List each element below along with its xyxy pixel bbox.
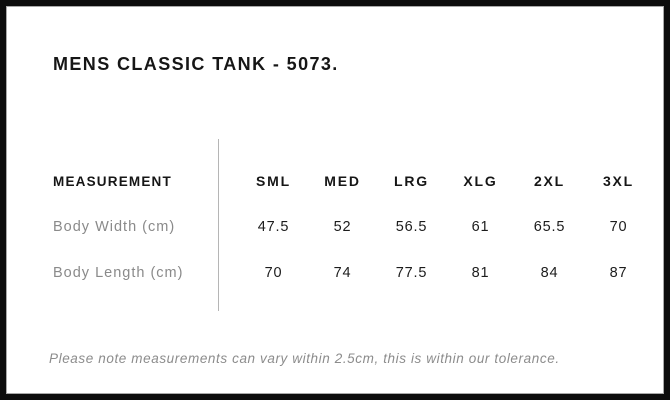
size-col-header-xlg: XLG xyxy=(463,173,498,189)
size-col-header-2xl: 2XL xyxy=(533,173,566,189)
size-col-header-3xl: 3XL xyxy=(602,173,635,189)
row-label-body-width: Body Width (cm) xyxy=(53,218,176,235)
body-width-value-xlg: 61 xyxy=(471,218,490,235)
body-width-value-sml: 47.5 xyxy=(257,218,290,235)
body-length-value-2xl: 84 xyxy=(540,265,559,281)
body-width-value-med: 52 xyxy=(333,218,352,235)
body-width-value-lrg: 56.5 xyxy=(395,218,428,235)
body-width-value-2xl: 65.5 xyxy=(533,218,566,235)
size-col-header-sml: SML xyxy=(256,173,291,189)
product-title: MENS CLASSIC TANK - 5073. xyxy=(53,54,339,74)
body-length-value-sml: 70 xyxy=(264,265,283,281)
size-col-header-lrg: LRG xyxy=(394,173,429,189)
size-table: MEASUREMENT SML MED LRG XLG 2XL 3XL Body… xyxy=(53,159,653,296)
tolerance-note: Please note measurements can vary within… xyxy=(49,351,560,366)
body-length-value-med: 74 xyxy=(333,265,352,281)
measurement-column-header: MEASUREMENT xyxy=(53,173,172,189)
body-width-value-3xl: 70 xyxy=(609,218,628,235)
row-label-body-length: Body Length (cm) xyxy=(53,265,184,281)
size-col-header-med: MED xyxy=(324,173,361,189)
body-length-value-3xl: 87 xyxy=(609,265,628,281)
body-length-value-lrg: 77.5 xyxy=(395,265,428,281)
body-length-value-xlg: 81 xyxy=(471,265,490,281)
table-divider-line xyxy=(218,139,219,311)
